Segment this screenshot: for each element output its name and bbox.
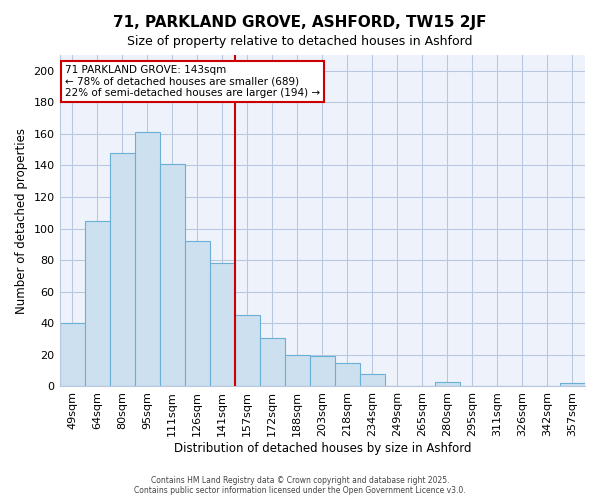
Bar bbox=[235, 316, 260, 386]
Bar bbox=[85, 220, 110, 386]
Bar bbox=[285, 355, 310, 386]
Bar bbox=[435, 382, 460, 386]
Text: Size of property relative to detached houses in Ashford: Size of property relative to detached ho… bbox=[127, 35, 473, 48]
Bar bbox=[209, 264, 235, 386]
Text: 71 PARKLAND GROVE: 143sqm
← 78% of detached houses are smaller (689)
22% of semi: 71 PARKLAND GROVE: 143sqm ← 78% of detac… bbox=[65, 65, 320, 98]
Bar bbox=[110, 153, 134, 386]
Bar bbox=[134, 132, 160, 386]
Bar bbox=[310, 356, 335, 386]
Bar bbox=[59, 324, 85, 386]
Bar bbox=[560, 384, 585, 386]
Text: Contains HM Land Registry data © Crown copyright and database right 2025.
Contai: Contains HM Land Registry data © Crown c… bbox=[134, 476, 466, 495]
Y-axis label: Number of detached properties: Number of detached properties bbox=[15, 128, 28, 314]
Bar bbox=[260, 338, 285, 386]
X-axis label: Distribution of detached houses by size in Ashford: Distribution of detached houses by size … bbox=[173, 442, 471, 455]
Bar bbox=[160, 164, 185, 386]
Bar bbox=[185, 241, 209, 386]
Bar bbox=[335, 363, 360, 386]
Bar bbox=[360, 374, 385, 386]
Text: 71, PARKLAND GROVE, ASHFORD, TW15 2JF: 71, PARKLAND GROVE, ASHFORD, TW15 2JF bbox=[113, 15, 487, 30]
